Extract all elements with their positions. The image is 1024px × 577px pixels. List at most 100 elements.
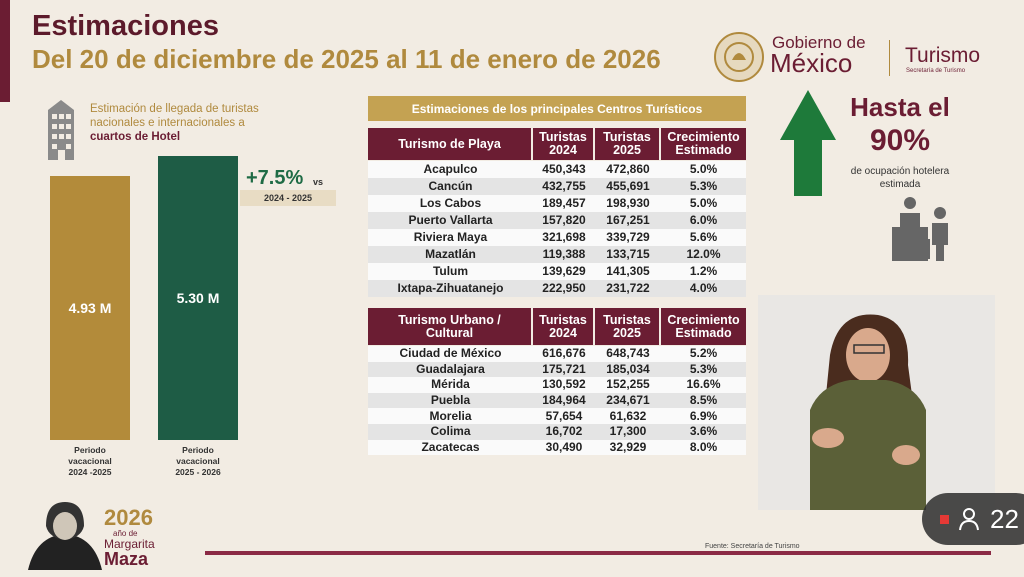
interpreter-video — [758, 295, 995, 510]
bar-label: 2024 -2025 — [68, 467, 112, 477]
row-label: Morelia — [368, 408, 533, 424]
highlight-caption-1: de ocupación hotelera — [850, 166, 950, 177]
table-header: Turistas 2024 — [533, 128, 593, 160]
viewer-count: 22 — [990, 504, 1019, 534]
growth-value: +7.5% — [246, 167, 304, 189]
subtitle: Del 20 de diciembre de 2025 al 11 de ene… — [32, 44, 661, 74]
caption-line: Estimación de llegada de turistas — [90, 103, 259, 115]
viewer-icon — [959, 508, 979, 531]
side-stripe — [0, 0, 10, 102]
table-cell: 648,743 — [595, 346, 661, 362]
bar-value-label: 4.93 M — [68, 300, 112, 317]
table-cell: 139,629 — [533, 263, 595, 280]
table-cell: 432,755 — [533, 178, 595, 195]
table-cell: 17,300 — [595, 424, 661, 440]
row-label: Acapulco — [368, 161, 533, 178]
table-cell: 1.2% — [661, 263, 746, 280]
table-cell: 130,592 — [533, 377, 595, 393]
row-label: Guadalajara — [368, 361, 533, 378]
table-cell: 32,929 — [595, 439, 661, 456]
year: 2026 — [104, 505, 153, 530]
table-cell: 5.0% — [661, 195, 746, 212]
row-label: Mérida — [368, 377, 533, 393]
row-label: Puebla — [368, 392, 533, 409]
table-cell: 5.2% — [661, 346, 746, 362]
table-cell: 167,251 — [595, 212, 661, 229]
bar-label: vacacional — [176, 456, 220, 466]
table-cell: 5.0% — [661, 161, 746, 178]
table-cell: 616,676 — [533, 346, 595, 362]
table-cell: 16,702 — [533, 424, 595, 440]
table-cell: 175,721 — [533, 361, 595, 378]
table-cell: 222,950 — [533, 280, 595, 297]
table-cell: 8.5% — [661, 392, 746, 409]
table-cell: 231,722 — [595, 280, 661, 297]
table-cell: 185,034 — [595, 361, 661, 378]
table-cell: 157,820 — [533, 212, 595, 229]
table-cell: 57,654 — [533, 408, 595, 424]
bar-label: 2025 - 2026 — [175, 467, 221, 477]
row-label: Ixtapa-Zihuatanejo — [368, 280, 533, 297]
tables-title: Estimaciones de los principales Centros … — [368, 96, 746, 121]
bar — [158, 156, 238, 440]
table-cell: 184,964 — [533, 392, 595, 409]
highlight-value: 90% — [869, 124, 931, 157]
table-cell: 472,860 — [595, 161, 661, 178]
table-header: Turistas 2025 — [595, 308, 659, 345]
bar-label: Periodo — [74, 445, 106, 455]
logo-line2: México — [770, 48, 853, 78]
row-label: Puerto Vallarta — [368, 212, 533, 229]
table-cell: 12.0% — [661, 246, 746, 263]
table-cell: 152,255 — [595, 377, 661, 393]
table-cell: 5.3% — [661, 178, 746, 195]
highlight-caption-2: estimada — [879, 179, 921, 190]
caption-line: nacionales e internacionales a — [90, 117, 245, 129]
up-arrow — [780, 90, 836, 196]
emblem — [714, 32, 764, 82]
growth-period: 2024 - 2025 — [240, 190, 336, 206]
hotel-icon — [48, 100, 74, 160]
table-cell: 6.9% — [661, 408, 746, 424]
logo-dependency-sub: Secretaría de Turismo — [906, 68, 966, 74]
table-cell: 3.6% — [661, 424, 746, 440]
row-label: Los Cabos — [368, 195, 533, 212]
row-label: Tulum — [368, 263, 533, 280]
row-label: Cancún — [368, 178, 533, 195]
bar-label: vacacional — [68, 456, 112, 466]
logo-divider — [889, 40, 890, 76]
table-cell: 198,930 — [595, 195, 661, 212]
table-cell: 339,729 — [595, 229, 661, 246]
table-cell: 5.3% — [661, 361, 746, 378]
table-cell: 8.0% — [661, 439, 746, 456]
reception-icon — [892, 197, 948, 261]
table-cell: 4.0% — [661, 280, 746, 297]
row-label: Ciudad de México — [368, 346, 533, 362]
table-cell: 61,632 — [595, 408, 661, 424]
table-cell: 455,691 — [595, 178, 661, 195]
table-cell: 141,305 — [595, 263, 661, 280]
year-sub: año de — [113, 529, 138, 538]
title: Estimaciones — [32, 10, 219, 42]
live-dot — [940, 515, 949, 524]
table-cell: 189,457 — [533, 195, 595, 212]
logo-dependency: Turismo — [905, 44, 981, 67]
highlight-line1: Hasta el — [850, 92, 950, 122]
table-cell: 16.6% — [661, 377, 746, 393]
table-cell: 30,490 — [533, 439, 595, 456]
logo-line1: Gobierno de — [772, 33, 866, 52]
table-cell: 234,671 — [595, 392, 661, 409]
table-header: Crecimiento Estimado — [661, 128, 746, 160]
footer-line — [205, 551, 991, 555]
row-label: Colima — [368, 424, 533, 440]
name-1: Margarita — [104, 537, 155, 551]
table-cell: 133,715 — [595, 246, 661, 263]
live-pill[interactable] — [922, 493, 1024, 545]
source: Fuente: Secretaría de Turismo — [705, 543, 800, 550]
name-2: Maza — [104, 549, 149, 569]
growth-vs: vs — [313, 177, 324, 187]
table-cell: 321,698 — [533, 229, 595, 246]
bar — [50, 176, 130, 440]
table-cell: 450,343 — [533, 161, 595, 178]
row-label: Zacatecas — [368, 439, 533, 456]
